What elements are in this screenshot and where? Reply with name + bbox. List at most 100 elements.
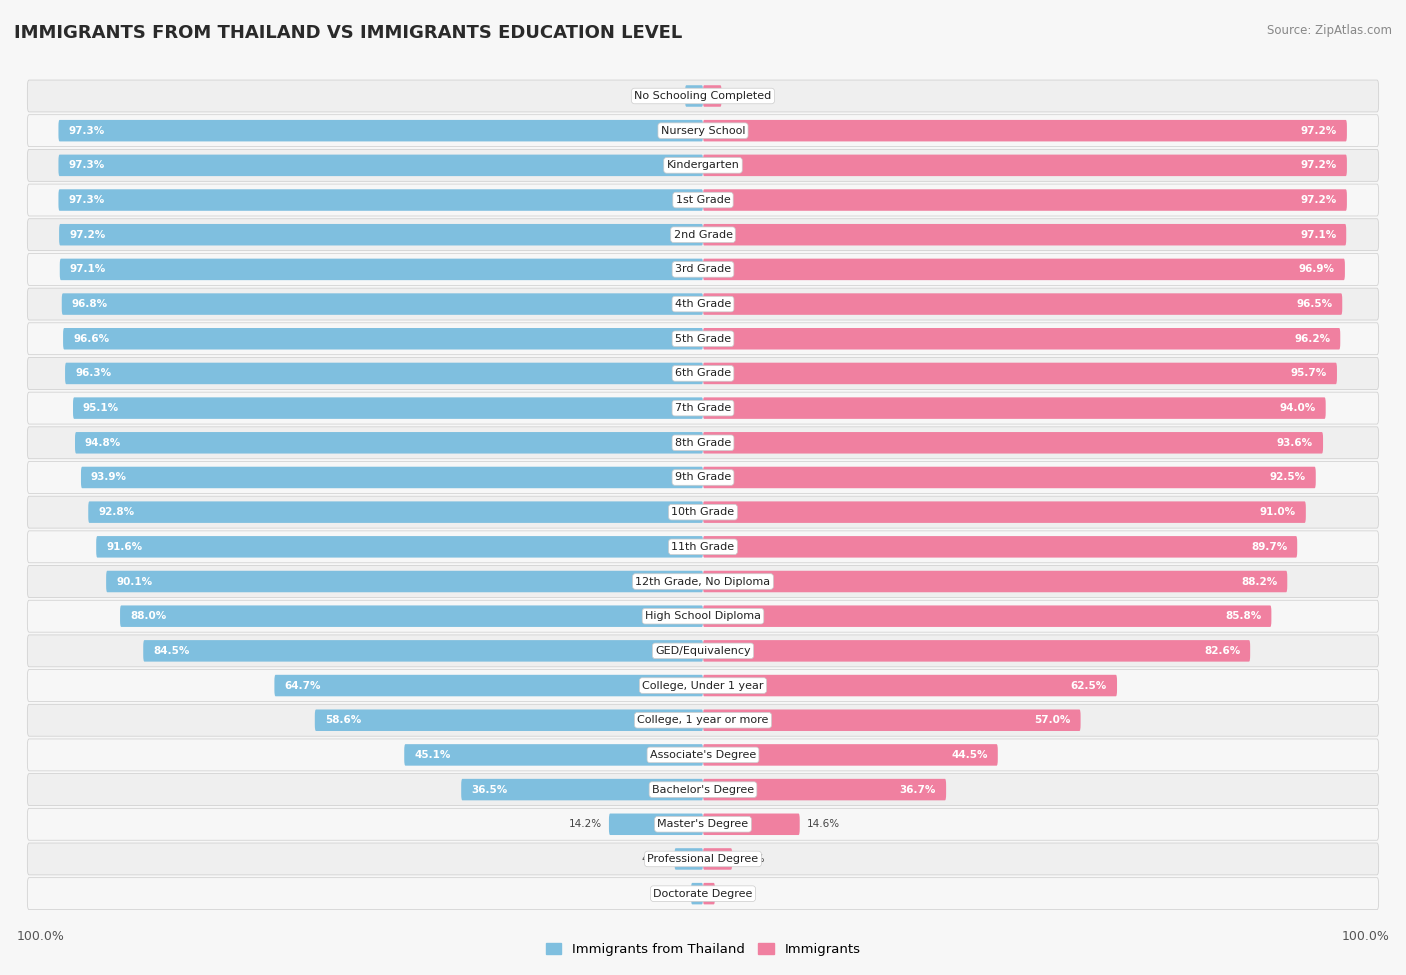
Text: 9th Grade: 9th Grade: [675, 473, 731, 483]
Text: Bachelor's Degree: Bachelor's Degree: [652, 785, 754, 795]
Text: 96.5%: 96.5%: [1296, 299, 1333, 309]
FancyBboxPatch shape: [703, 744, 998, 765]
FancyBboxPatch shape: [274, 675, 703, 696]
FancyBboxPatch shape: [405, 744, 703, 765]
FancyBboxPatch shape: [27, 566, 1379, 598]
Text: 2.8%: 2.8%: [728, 91, 755, 101]
Text: 6th Grade: 6th Grade: [675, 369, 731, 378]
FancyBboxPatch shape: [703, 363, 1337, 384]
FancyBboxPatch shape: [315, 710, 703, 731]
FancyBboxPatch shape: [62, 293, 703, 315]
FancyBboxPatch shape: [703, 155, 1347, 176]
Text: 1.8%: 1.8%: [721, 888, 748, 899]
Text: 97.3%: 97.3%: [69, 195, 104, 205]
Text: 3rd Grade: 3rd Grade: [675, 264, 731, 274]
Text: 2.7%: 2.7%: [652, 91, 679, 101]
Text: 14.2%: 14.2%: [569, 819, 602, 830]
FancyBboxPatch shape: [703, 779, 946, 800]
Text: GED/Equivalency: GED/Equivalency: [655, 645, 751, 656]
Text: 8th Grade: 8th Grade: [675, 438, 731, 448]
Text: 92.8%: 92.8%: [98, 507, 135, 517]
FancyBboxPatch shape: [59, 155, 703, 176]
FancyBboxPatch shape: [27, 254, 1379, 286]
FancyBboxPatch shape: [703, 432, 1323, 453]
Text: Professional Degree: Professional Degree: [647, 854, 759, 864]
FancyBboxPatch shape: [703, 189, 1347, 211]
Text: Associate's Degree: Associate's Degree: [650, 750, 756, 760]
Text: 97.3%: 97.3%: [69, 160, 104, 171]
Text: College, 1 year or more: College, 1 year or more: [637, 716, 769, 725]
Text: 97.3%: 97.3%: [69, 126, 104, 136]
FancyBboxPatch shape: [27, 218, 1379, 251]
FancyBboxPatch shape: [703, 675, 1116, 696]
Text: 58.6%: 58.6%: [325, 716, 361, 725]
Text: 85.8%: 85.8%: [1225, 611, 1261, 621]
FancyBboxPatch shape: [27, 843, 1379, 875]
Text: Doctorate Degree: Doctorate Degree: [654, 888, 752, 899]
FancyBboxPatch shape: [703, 501, 1306, 523]
Text: IMMIGRANTS FROM THAILAND VS IMMIGRANTS EDUCATION LEVEL: IMMIGRANTS FROM THAILAND VS IMMIGRANTS E…: [14, 24, 682, 42]
FancyBboxPatch shape: [675, 848, 703, 870]
Text: 97.1%: 97.1%: [70, 264, 105, 274]
Text: 96.8%: 96.8%: [72, 299, 108, 309]
Text: 95.1%: 95.1%: [83, 403, 120, 413]
Text: 7th Grade: 7th Grade: [675, 403, 731, 413]
Text: 4th Grade: 4th Grade: [675, 299, 731, 309]
FancyBboxPatch shape: [27, 635, 1379, 667]
FancyBboxPatch shape: [703, 641, 1250, 662]
FancyBboxPatch shape: [703, 813, 800, 835]
FancyBboxPatch shape: [27, 808, 1379, 840]
FancyBboxPatch shape: [27, 392, 1379, 424]
Text: No Schooling Completed: No Schooling Completed: [634, 91, 772, 101]
Text: 94.8%: 94.8%: [84, 438, 121, 448]
Text: 11th Grade: 11th Grade: [672, 542, 734, 552]
FancyBboxPatch shape: [27, 461, 1379, 493]
Text: Source: ZipAtlas.com: Source: ZipAtlas.com: [1267, 24, 1392, 37]
FancyBboxPatch shape: [703, 710, 1081, 731]
FancyBboxPatch shape: [75, 432, 703, 453]
FancyBboxPatch shape: [59, 189, 703, 211]
Text: 5th Grade: 5th Grade: [675, 333, 731, 344]
FancyBboxPatch shape: [692, 883, 703, 905]
FancyBboxPatch shape: [63, 328, 703, 349]
Text: High School Diploma: High School Diploma: [645, 611, 761, 621]
FancyBboxPatch shape: [27, 496, 1379, 528]
FancyBboxPatch shape: [27, 289, 1379, 320]
FancyBboxPatch shape: [27, 149, 1379, 181]
FancyBboxPatch shape: [120, 605, 703, 627]
Text: 95.7%: 95.7%: [1291, 369, 1327, 378]
Text: 36.5%: 36.5%: [471, 785, 508, 795]
Text: 88.2%: 88.2%: [1241, 576, 1277, 587]
FancyBboxPatch shape: [27, 739, 1379, 771]
FancyBboxPatch shape: [27, 184, 1379, 216]
FancyBboxPatch shape: [60, 258, 703, 280]
FancyBboxPatch shape: [703, 120, 1347, 141]
Text: 64.7%: 64.7%: [284, 681, 321, 690]
Text: 14.6%: 14.6%: [807, 819, 839, 830]
FancyBboxPatch shape: [703, 883, 714, 905]
Text: 96.3%: 96.3%: [75, 369, 111, 378]
Legend: Immigrants from Thailand, Immigrants: Immigrants from Thailand, Immigrants: [540, 938, 866, 961]
FancyBboxPatch shape: [89, 501, 703, 523]
Text: 57.0%: 57.0%: [1035, 716, 1070, 725]
FancyBboxPatch shape: [143, 641, 703, 662]
FancyBboxPatch shape: [73, 398, 703, 419]
Text: 97.2%: 97.2%: [1301, 126, 1337, 136]
Text: 89.7%: 89.7%: [1251, 542, 1288, 552]
Text: College, Under 1 year: College, Under 1 year: [643, 681, 763, 690]
FancyBboxPatch shape: [27, 704, 1379, 736]
Text: 1.8%: 1.8%: [658, 888, 685, 899]
FancyBboxPatch shape: [65, 363, 703, 384]
FancyBboxPatch shape: [27, 670, 1379, 701]
Text: 84.5%: 84.5%: [153, 645, 190, 656]
Text: 91.0%: 91.0%: [1260, 507, 1296, 517]
Text: 92.5%: 92.5%: [1270, 473, 1306, 483]
Text: 96.9%: 96.9%: [1299, 264, 1334, 274]
Text: 93.6%: 93.6%: [1277, 438, 1313, 448]
FancyBboxPatch shape: [703, 536, 1298, 558]
Text: 88.0%: 88.0%: [129, 611, 166, 621]
Text: 94.0%: 94.0%: [1279, 403, 1316, 413]
Text: 82.6%: 82.6%: [1204, 645, 1240, 656]
FancyBboxPatch shape: [27, 115, 1379, 146]
FancyBboxPatch shape: [703, 605, 1271, 627]
